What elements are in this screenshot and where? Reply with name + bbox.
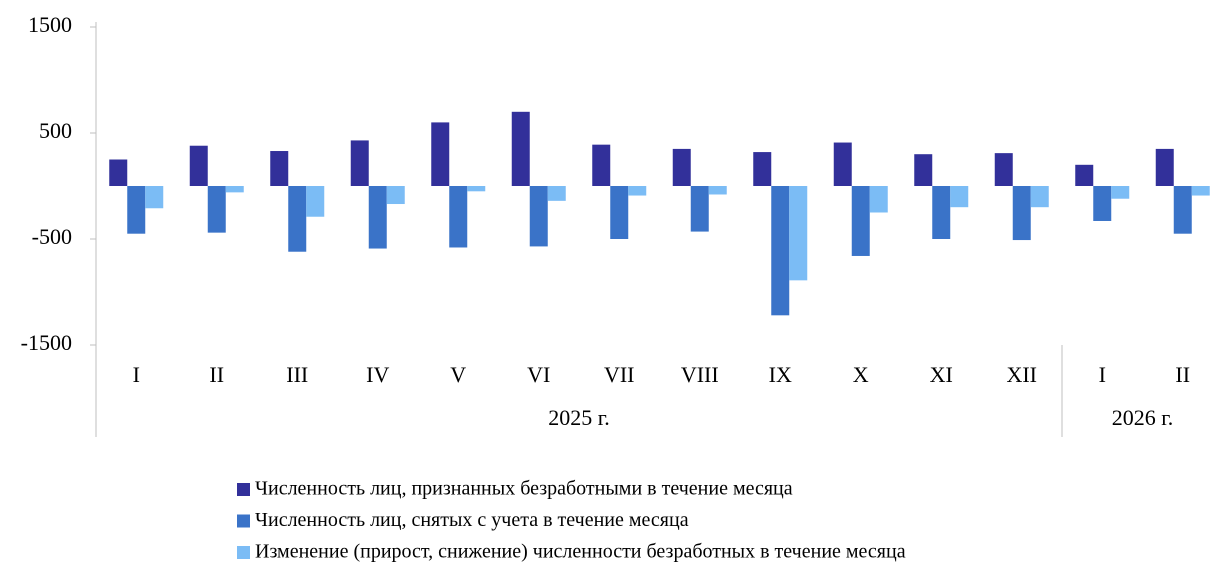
bar	[789, 186, 808, 281]
y-tick-label: -1500	[21, 330, 72, 355]
legend-swatch	[237, 514, 250, 528]
bar	[547, 186, 566, 201]
legend-swatch	[237, 483, 250, 496]
bar	[529, 186, 548, 247]
legend-label: Численность лиц, снятых с учета в течени…	[255, 509, 689, 531]
bar	[368, 186, 387, 249]
x-tick-label: II	[209, 362, 224, 387]
bar	[386, 186, 405, 205]
bar	[270, 151, 289, 186]
bar	[1030, 186, 1049, 208]
bar	[592, 144, 611, 186]
bar	[467, 186, 486, 192]
bar	[610, 186, 629, 239]
bar	[1093, 186, 1112, 221]
bar	[145, 186, 164, 209]
bar	[1191, 186, 1210, 196]
bar	[628, 186, 647, 196]
bar	[189, 145, 208, 186]
bar	[690, 186, 709, 232]
bar	[306, 186, 325, 217]
bar	[869, 186, 888, 213]
x-tick-label: VII	[604, 362, 635, 387]
x-tick-label: III	[286, 362, 308, 387]
bar	[672, 148, 691, 186]
x-tick-label: XII	[1006, 362, 1037, 387]
legend-label: Численность лиц, признанных безработными…	[255, 478, 793, 500]
x-tick-label: V	[450, 362, 466, 387]
bar	[950, 186, 969, 208]
x-tick-label: X	[853, 362, 869, 387]
bar	[851, 186, 870, 256]
bar	[1075, 164, 1094, 186]
bar	[708, 186, 727, 195]
bar	[350, 140, 369, 186]
x-tick-label: IX	[769, 362, 792, 387]
bar	[1111, 186, 1130, 199]
x-group-label: 2025 г.	[548, 405, 610, 430]
bar	[932, 186, 951, 239]
bar	[225, 186, 244, 193]
bar	[511, 111, 530, 186]
x-tick-label: I	[1099, 362, 1106, 387]
bar	[771, 186, 790, 316]
bar	[1173, 186, 1192, 234]
legend-swatch	[237, 546, 250, 559]
bar	[994, 153, 1013, 186]
x-tick-label: VI	[527, 362, 550, 387]
x-tick-label: VIII	[681, 362, 719, 387]
bar	[109, 159, 128, 186]
x-tick-label: II	[1175, 362, 1190, 387]
y-tick-label: -500	[32, 224, 72, 249]
bar	[431, 122, 450, 186]
bar	[753, 152, 772, 186]
bar	[1155, 148, 1174, 186]
bar	[207, 186, 226, 233]
legend-label: Изменение (прирост, снижение) численност…	[255, 541, 906, 563]
y-tick-label: 1500	[28, 12, 72, 37]
x-tick-label: XI	[930, 362, 953, 387]
bar	[449, 186, 468, 248]
x-tick-label: I	[133, 362, 140, 387]
bar	[833, 142, 852, 186]
x-group-label: 2026 г.	[1112, 405, 1174, 430]
bar	[914, 154, 933, 186]
bar	[1012, 186, 1031, 241]
bar	[288, 186, 307, 252]
bar	[127, 186, 146, 234]
x-tick-label: IV	[366, 362, 389, 387]
y-tick-label: 500	[39, 118, 72, 143]
